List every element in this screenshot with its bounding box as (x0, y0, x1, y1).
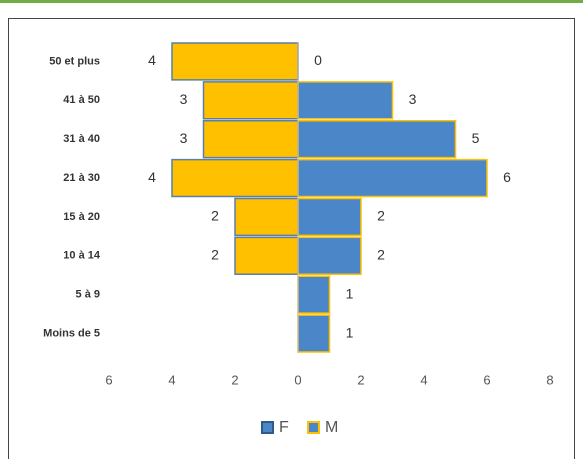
bar (234, 236, 299, 275)
value-label: 1 (346, 285, 354, 301)
bar (202, 81, 299, 120)
value-label: 2 (377, 208, 385, 224)
value-label: 3 (180, 130, 188, 146)
x-tick-label: 4 (168, 372, 175, 387)
value-label: 0 (314, 52, 322, 68)
bar (171, 158, 299, 198)
category-label: 10 à 14 (63, 250, 101, 262)
x-tick-label: 8 (546, 372, 553, 387)
bar (297, 81, 394, 120)
x-tick-label: 0 (294, 372, 301, 387)
value-label: 4 (148, 52, 156, 68)
x-tick-label: 6 (483, 372, 490, 387)
bar (202, 120, 299, 159)
category-label: 21 à 30 (63, 172, 100, 184)
category-label: 41 à 50 (63, 94, 100, 106)
category-label: 31 à 40 (63, 133, 100, 145)
value-label: 3 (180, 91, 188, 107)
legend-label: M (325, 419, 338, 436)
x-tick-label: 4 (420, 372, 427, 387)
bar (297, 197, 362, 237)
category-label: Moins de 5 (43, 327, 100, 339)
x-tick-label: 2 (231, 372, 238, 387)
x-tick-label: 6 (105, 372, 112, 387)
value-label: 4 (148, 169, 156, 185)
category-label: 50 et plus (49, 55, 100, 67)
value-label: 2 (211, 208, 219, 224)
value-label: 2 (211, 247, 219, 263)
legend-label: F (279, 419, 289, 436)
x-tick-label: 2 (357, 372, 364, 387)
bar (297, 236, 362, 275)
legend-swatch (261, 421, 274, 434)
value-label: 6 (503, 169, 511, 185)
top-band (0, 0, 583, 3)
legend-swatch (307, 421, 320, 434)
bar (297, 158, 488, 198)
bar (297, 314, 331, 353)
bar (171, 42, 299, 81)
value-label: 1 (346, 324, 354, 340)
category-label: 15 à 20 (63, 211, 100, 223)
value-label: 2 (377, 247, 385, 263)
bar (297, 275, 331, 314)
value-label: 3 (409, 91, 417, 107)
bar (297, 120, 457, 159)
value-label: 5 (472, 130, 480, 146)
bar (234, 197, 299, 237)
category-label: 5 à 9 (76, 289, 100, 301)
